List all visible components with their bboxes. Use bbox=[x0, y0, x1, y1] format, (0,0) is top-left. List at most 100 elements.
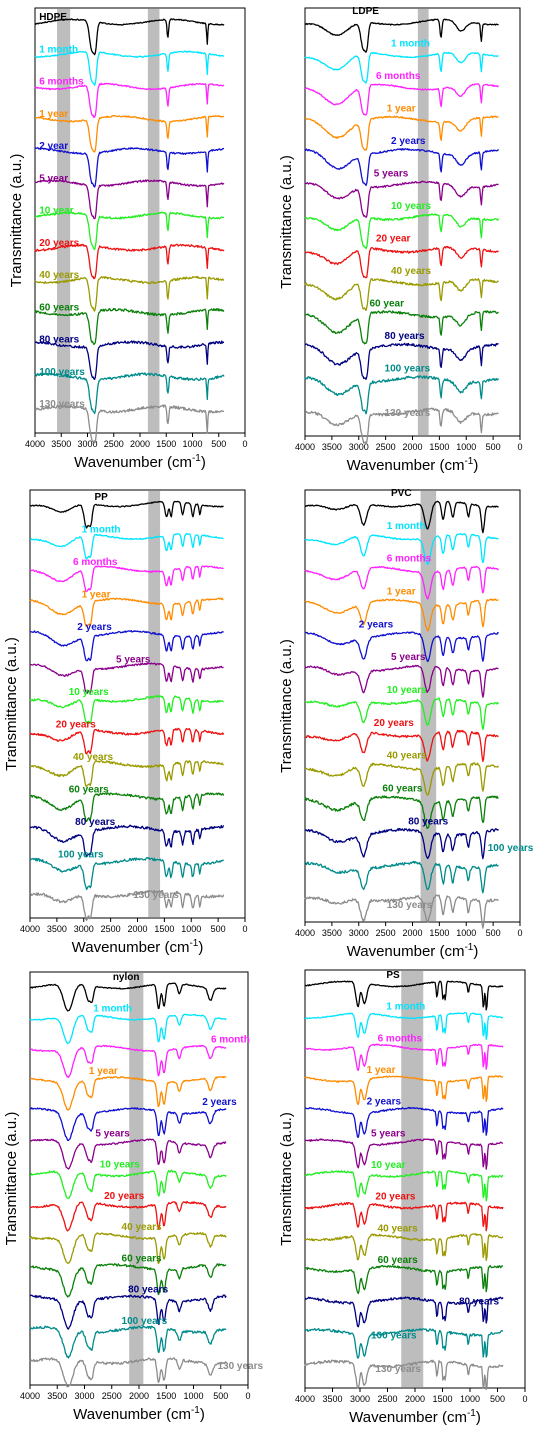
x-tick-label: 4000 bbox=[295, 928, 315, 938]
x-tick-label: 0 bbox=[522, 1394, 527, 1404]
x-tick-label: 2500 bbox=[376, 442, 396, 452]
spectrum-line bbox=[29, 694, 224, 724]
series-label: 130 years bbox=[217, 1361, 263, 1372]
spectrum-line bbox=[29, 1325, 227, 1359]
x-tick-label: 2500 bbox=[376, 928, 396, 938]
x-axis-title: Wavenumber (cm-1) bbox=[73, 1405, 205, 1423]
x-tick-label: 1000 bbox=[181, 924, 201, 934]
series-label: 100 years bbox=[371, 1330, 417, 1341]
series-label: 1 month bbox=[39, 44, 78, 55]
series-label: 20 years bbox=[104, 1191, 144, 1202]
spectrum-line bbox=[29, 1263, 227, 1298]
spectrum-line bbox=[304, 762, 500, 796]
x-tick-label: 3000 bbox=[349, 928, 369, 938]
series-label: 60 years bbox=[69, 785, 109, 796]
x-tick-label: 2500 bbox=[102, 1391, 122, 1401]
series-label: 80 years bbox=[408, 816, 448, 827]
spectrum-line bbox=[29, 662, 224, 694]
series-label: 6 months bbox=[73, 557, 118, 568]
series-label: 2 year bbox=[39, 141, 68, 152]
spectrum-line bbox=[304, 500, 499, 534]
series-label: 60 years bbox=[378, 1255, 418, 1266]
series-label: 130 years bbox=[375, 1364, 421, 1375]
x-axis-title: Wavenumber (cm-1) bbox=[347, 456, 479, 474]
series-label: 60 years bbox=[39, 302, 79, 313]
spectrum-line bbox=[304, 598, 499, 632]
highlight-band bbox=[148, 491, 161, 917]
series-label: LDPE bbox=[352, 6, 379, 17]
highlight-band bbox=[401, 971, 424, 1387]
series-label: 1 year bbox=[387, 104, 416, 115]
series-label: 2 years bbox=[367, 1097, 402, 1108]
x-tick-label: 2500 bbox=[377, 1394, 397, 1404]
series-label: 80 years bbox=[75, 817, 115, 828]
series-label: 1 month bbox=[386, 1002, 425, 1013]
panel-nylon: 4000 3500 3000 2500 2000 1500 1000 500 0 Wavenumb… bbox=[3, 971, 264, 1423]
series-label: 40 years bbox=[378, 1223, 418, 1234]
series-label: 2 years bbox=[391, 136, 426, 147]
x-tick-label: 3500 bbox=[322, 1394, 342, 1404]
series-label: 2 years bbox=[77, 622, 112, 633]
series-label: 80 years bbox=[39, 335, 79, 346]
series-label: HDPE bbox=[39, 12, 67, 23]
y-axis-title: Transmittance (a.u.) bbox=[278, 155, 295, 289]
series-label: 2 years bbox=[359, 619, 394, 630]
spectrum-line bbox=[29, 889, 225, 921]
spectrum-line bbox=[304, 1075, 504, 1106]
series-label: 100 years bbox=[39, 367, 85, 378]
spectrum-line bbox=[305, 180, 499, 218]
series-label: 130 years bbox=[39, 399, 85, 410]
x-tick-label: 3000 bbox=[349, 442, 369, 452]
series-label: 20 years bbox=[39, 238, 79, 249]
spectrum-line bbox=[304, 245, 499, 279]
x-axis-title: Wavenumber (cm-1) bbox=[72, 938, 204, 956]
spectrum-line bbox=[29, 1013, 227, 1045]
series-label: 5 years bbox=[391, 652, 426, 663]
x-tick-label: 2000 bbox=[127, 924, 147, 934]
x-tick-label: 2000 bbox=[402, 442, 422, 452]
spectrum-line bbox=[29, 982, 227, 1012]
y-axis-title: Transmittance (a.u.) bbox=[278, 1112, 295, 1246]
x-tick-label: 1000 bbox=[183, 1391, 203, 1401]
y-axis-title: Transmittance (a.u.) bbox=[278, 639, 295, 773]
panel-ps: 4000 3500 3000 2500 2000 1500 1000 500 0 Wavenumb… bbox=[278, 969, 528, 1426]
spectrum-line bbox=[304, 18, 499, 53]
series-label: 80 years bbox=[459, 1297, 499, 1308]
series-label: 5 years bbox=[116, 655, 151, 666]
spectrum-line bbox=[29, 1357, 227, 1388]
spectrum-line bbox=[304, 375, 500, 415]
series-label: 20 years bbox=[374, 718, 414, 729]
series-label: 1 month bbox=[93, 1003, 132, 1014]
x-tick-label: 500 bbox=[486, 928, 501, 938]
series-label: 130 years bbox=[387, 900, 433, 911]
spectrum-line bbox=[29, 1294, 227, 1330]
x-axis-title: Wavenumber (cm-1) bbox=[347, 942, 479, 960]
spectrum-line bbox=[304, 795, 499, 830]
spectrum-line bbox=[34, 372, 225, 415]
spectrum-line bbox=[29, 629, 224, 662]
series-label: 1 month bbox=[82, 525, 121, 536]
x-tick-label: 500 bbox=[211, 439, 226, 449]
x-tick-label: 0 bbox=[242, 924, 247, 934]
series-label: 10 years bbox=[391, 201, 431, 212]
spectrum-line bbox=[34, 82, 225, 119]
series-label: 40 years bbox=[122, 1222, 162, 1233]
series-label: PP bbox=[95, 492, 109, 503]
spectrum-line bbox=[29, 1107, 227, 1142]
highlight-band bbox=[57, 9, 71, 432]
series-label: 2 years bbox=[202, 1097, 237, 1108]
series-label: 20 years bbox=[56, 720, 96, 731]
spectrum-line bbox=[304, 1296, 504, 1328]
series-label: 80 years bbox=[385, 331, 425, 342]
series-label: 10 year bbox=[371, 1160, 406, 1171]
highlight-band bbox=[147, 9, 160, 432]
series-label: 60 years bbox=[122, 1253, 162, 1264]
x-tick-label: 1000 bbox=[456, 442, 476, 452]
spectrum-line bbox=[29, 1200, 227, 1232]
series-label: 6 month bbox=[211, 1035, 250, 1046]
series-label: 100 years bbox=[122, 1316, 168, 1327]
x-tick-label: 2500 bbox=[101, 924, 121, 934]
spectrum-line bbox=[304, 1233, 504, 1261]
series-label: 1 year bbox=[367, 1065, 396, 1076]
